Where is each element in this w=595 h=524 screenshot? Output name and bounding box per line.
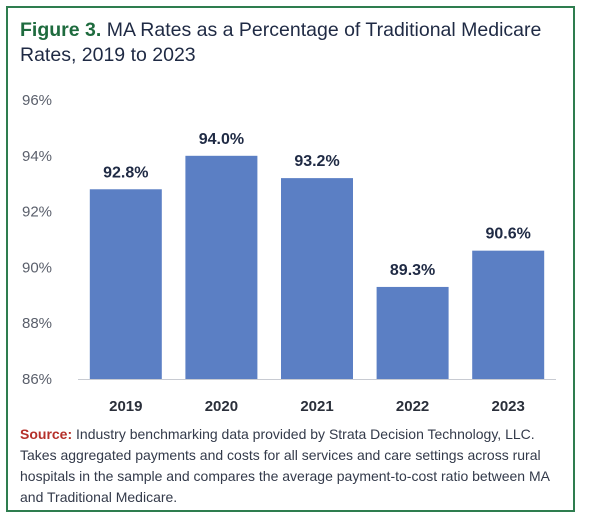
y-tick-label-86: 86% <box>22 371 52 388</box>
x-tick-label-2023: 2023 <box>492 398 525 415</box>
bar-2021 <box>281 178 353 379</box>
data-label-2019: 92.8% <box>103 164 148 181</box>
x-tick-label-2021: 2021 <box>300 398 333 415</box>
x-tick-label-2022: 2022 <box>396 398 429 415</box>
source-text: Industry benchmarking data provided by S… <box>20 426 550 505</box>
data-label-2023: 90.6% <box>486 226 531 243</box>
chart-title: Figure 3. MA Rates as a Percentage of Tr… <box>20 18 560 68</box>
source-note: Source: Industry benchmarking data provi… <box>20 424 565 508</box>
figure-label: Figure 3. <box>20 19 102 41</box>
source-label: Source: <box>20 426 73 442</box>
y-tick-label-96: 96% <box>22 92 52 109</box>
y-tick-label-90: 90% <box>22 259 52 276</box>
x-tick-label-2019: 2019 <box>109 398 142 415</box>
y-tick-label-88: 88% <box>22 315 52 332</box>
y-tick-label-92: 92% <box>22 204 52 221</box>
bar-2023 <box>472 250 545 379</box>
data-label-2020: 94.0% <box>199 131 244 148</box>
bar-2020 <box>185 155 258 379</box>
y-tick-label-94: 94% <box>22 148 52 165</box>
data-label-2021: 93.2% <box>294 153 339 170</box>
data-label-2022: 89.3% <box>390 262 435 279</box>
x-tick-label-2020: 2020 <box>205 398 238 415</box>
bar-2022 <box>376 286 449 379</box>
title-text: MA Rates as a Percentage of Traditional … <box>20 19 542 66</box>
bar-2019 <box>89 189 162 379</box>
